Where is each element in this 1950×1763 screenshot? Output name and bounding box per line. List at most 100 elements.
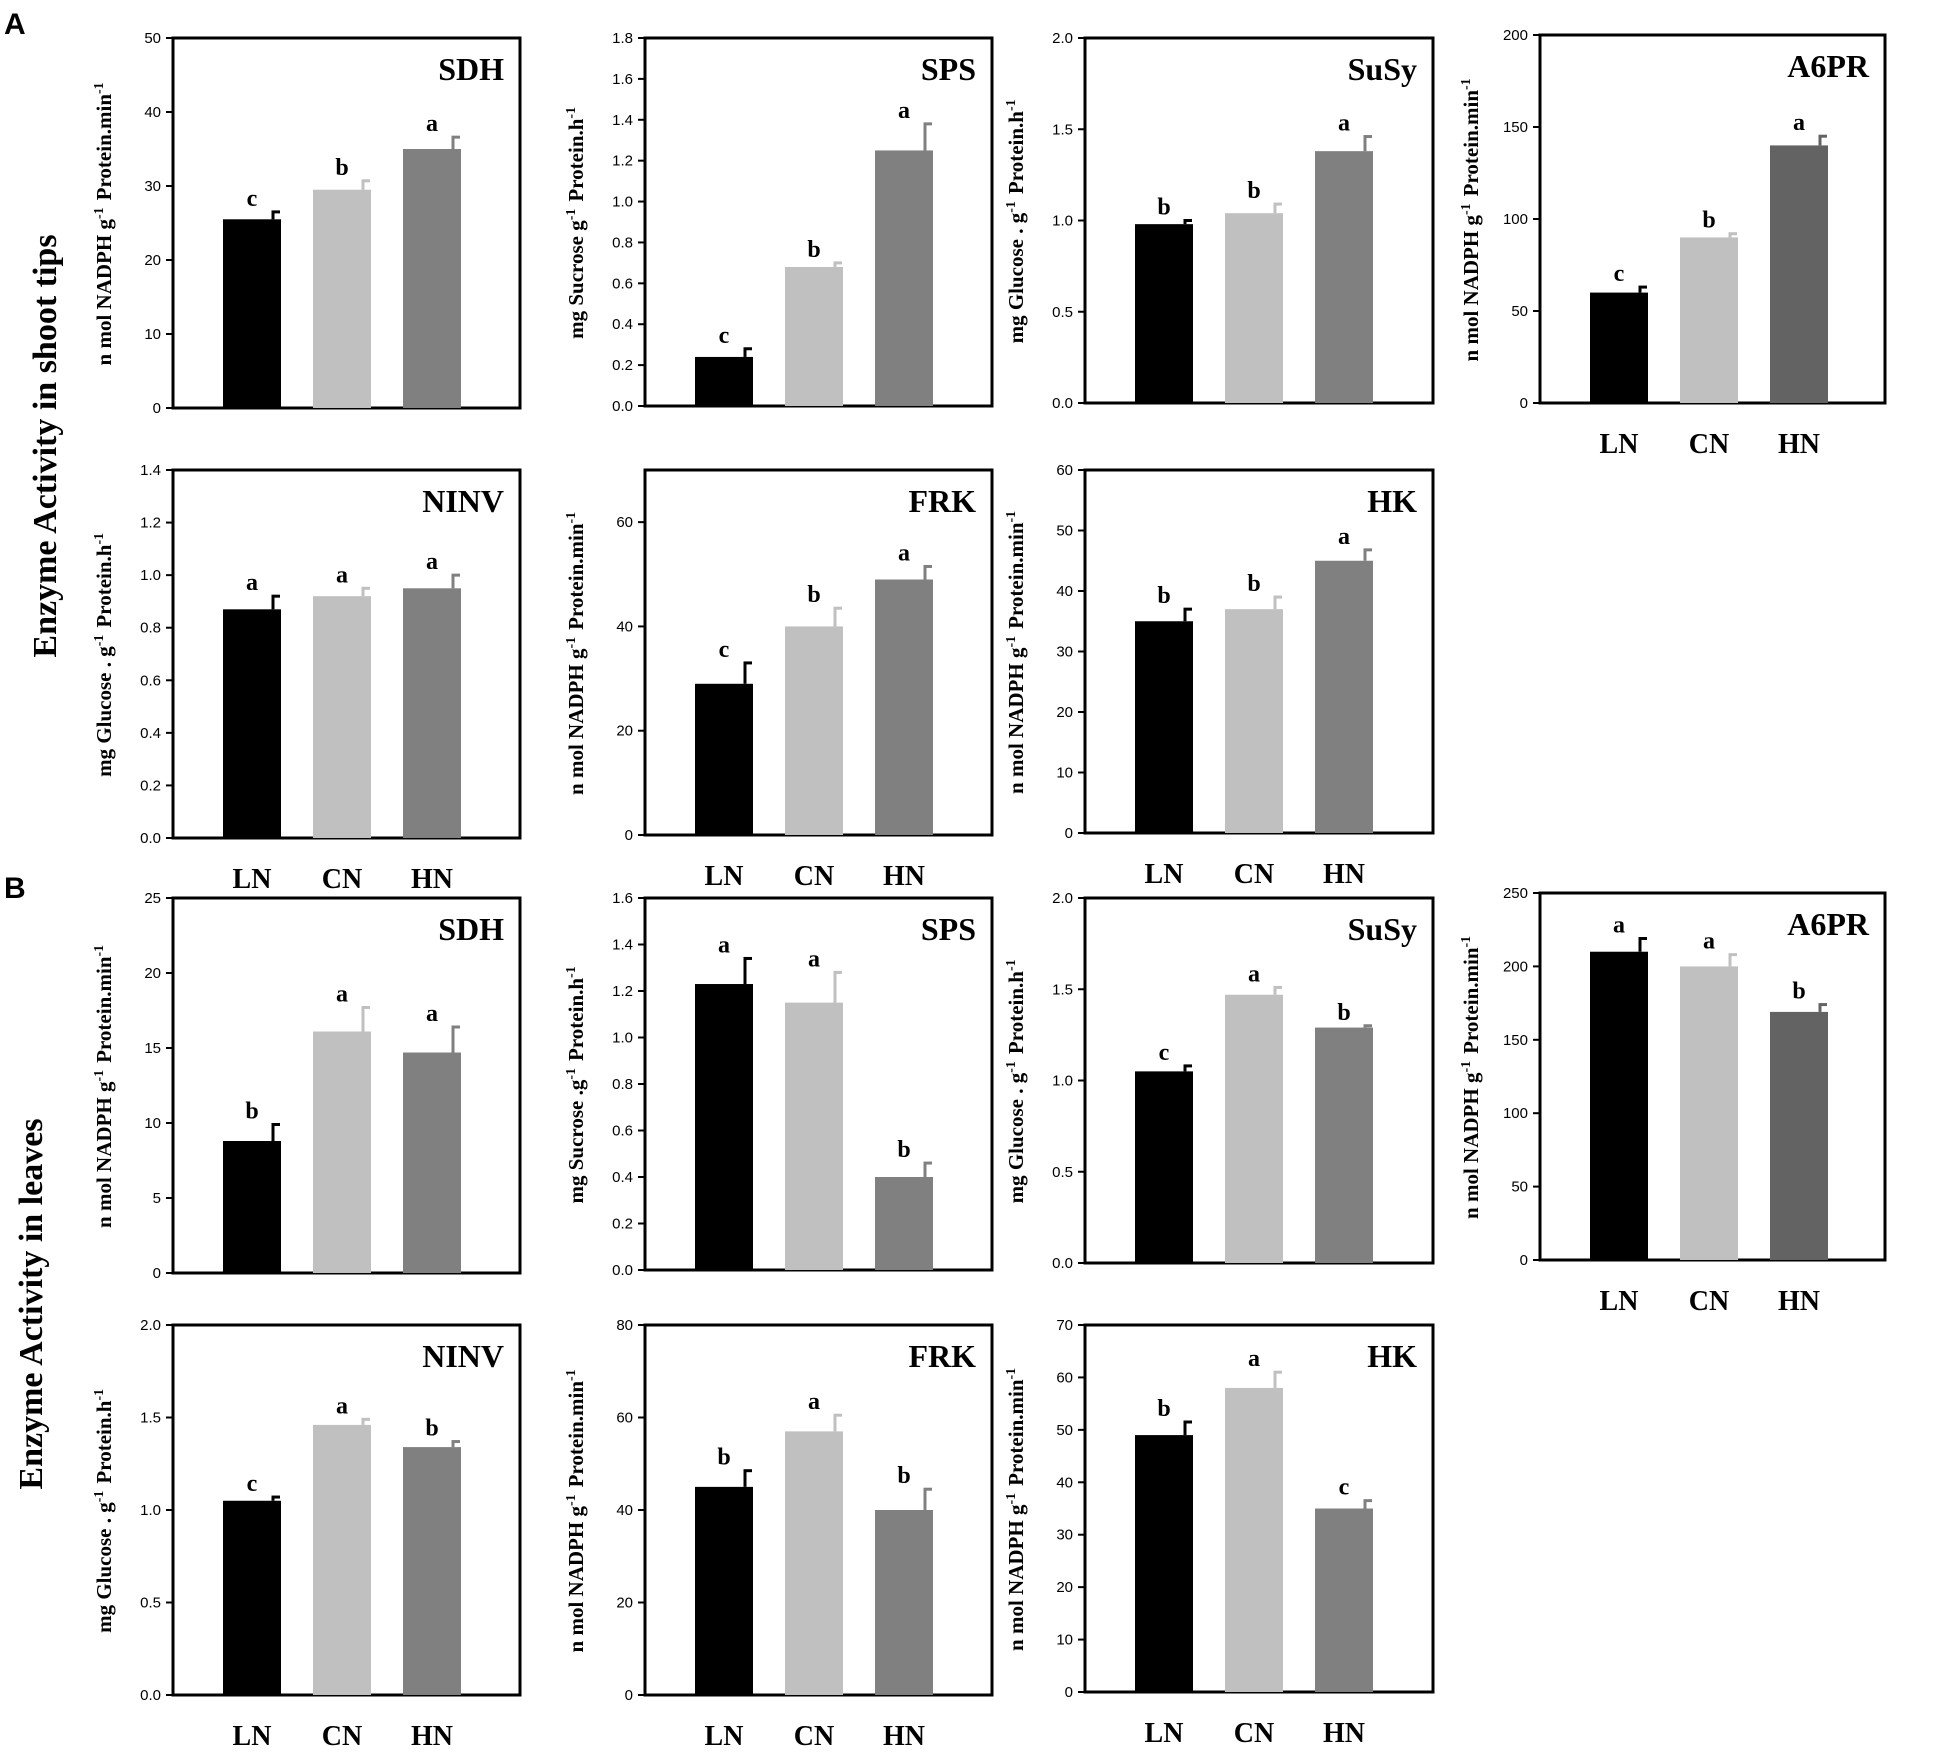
bar-ln (1135, 1435, 1193, 1692)
x-category-label: CN (1689, 429, 1729, 460)
y-tick-label: 10 (1056, 765, 1073, 782)
y-tick-label: 0.6 (140, 672, 161, 689)
bar-ln (1590, 292, 1648, 403)
y-tick-label: 0.0 (612, 398, 633, 415)
chart-b-sdh: 0 5 10 15 20 25 b a a SDH n mol NADPH g-1 Protein.… (92, 890, 522, 1282)
bar-hn (1770, 1011, 1828, 1260)
bar-hn (403, 588, 461, 838)
y-axis-label: n mol NADPH g-1 Protein.min-1 (1459, 934, 1483, 1219)
y-tick-label: 0.4 (140, 725, 161, 742)
y-tick-label: 0.5 (1052, 304, 1073, 321)
y-tick-label: 1.8 (612, 30, 633, 47)
y-tick-label: 50 (1056, 1422, 1073, 1439)
y-tick-label: 40 (616, 1502, 633, 1519)
y-tick-label: 0.4 (612, 1169, 633, 1186)
y-tick-label: 40 (616, 618, 633, 635)
y-tick-label: 20 (1056, 1579, 1073, 1596)
y-tick-label: 60 (1056, 462, 1073, 479)
y-tick-label: 1.2 (612, 983, 633, 1000)
significance-letter: b (897, 1137, 910, 1163)
y-tick-label: 1.4 (140, 462, 161, 479)
bar-cn (1680, 237, 1738, 403)
significance-letter: a (898, 98, 910, 124)
y-tick-label: 0.2 (140, 777, 161, 794)
y-axis-label: mg Sucrose g-1 Protein.h-1 (564, 105, 588, 339)
y-tick-label: 0.0 (1052, 1255, 1073, 1272)
significance-letter: c (719, 637, 730, 663)
x-category-label: HN (1323, 1718, 1365, 1749)
chart-title: HK (1367, 483, 1417, 519)
chart-title: SuSy (1348, 911, 1417, 947)
y-tick-label: 0.2 (612, 1216, 633, 1233)
y-tick-label: 1.4 (612, 937, 633, 954)
bar-cn (1225, 1387, 1283, 1692)
y-tick-label: 1.0 (140, 567, 161, 584)
y-tick-label: 5 (153, 1190, 161, 1207)
y-tick-label: 0 (1065, 825, 1073, 842)
bar-cn (785, 626, 843, 835)
bar-hn (875, 579, 933, 835)
y-tick-label: 15 (144, 1040, 161, 1057)
bar-cn (1680, 966, 1738, 1260)
significance-letter: b (1702, 208, 1715, 234)
x-category-label: LN (233, 1721, 272, 1752)
bar-cn (313, 189, 371, 408)
y-tick-label: 2.0 (1052, 890, 1073, 907)
y-tick-label: 0 (1520, 395, 1528, 412)
bar-cn (785, 266, 843, 406)
x-category-label: LN (705, 861, 744, 892)
significance-letter: b (245, 1099, 258, 1125)
bar-ln (223, 219, 281, 408)
significance-letter: c (247, 1471, 258, 1497)
y-tick-label: 1.0 (612, 194, 633, 211)
panel-letter-b: B (4, 872, 26, 905)
bar-hn (403, 1052, 461, 1273)
significance-letter: c (247, 186, 258, 212)
chart-a-ninv: 0.0 0.2 0.4 0.6 0.8 1.0 1.2 1.4 a LN a CN a HN NINV mg … (92, 462, 522, 895)
significance-letter: a (808, 946, 820, 972)
y-tick-label: 1.5 (1052, 981, 1073, 998)
y-tick-label: 0.8 (612, 234, 633, 251)
x-category-label: HN (1323, 859, 1365, 890)
y-tick-label: 70 (1056, 1317, 1073, 1334)
chart-title: A6PR (1787, 906, 1870, 942)
y-tick-label: 50 (1511, 1179, 1528, 1196)
x-category-label: CN (1689, 1286, 1729, 1317)
x-category-label: CN (1234, 1718, 1274, 1749)
y-tick-label: 25 (144, 890, 161, 907)
significance-letter: a (1703, 929, 1715, 955)
bar-ln (695, 1486, 753, 1695)
y-tick-label: 0 (153, 400, 161, 417)
chart-title: SPS (921, 51, 976, 87)
significance-letter: c (1614, 261, 1625, 287)
significance-letter: a (426, 111, 438, 137)
chart-b-sps: 0.0 0.2 0.4 0.6 0.8 1.0 1.2 1.4 1.6 a a b SPS mg Sucr… (564, 890, 994, 1279)
y-tick-label: 20 (1056, 704, 1073, 721)
chart-a-sps: 0.0 0.2 0.4 0.6 0.8 1.0 1.2 1.4 1.6 1.8 c b a SPS mg S… (564, 30, 994, 415)
y-tick-label: 100 (1503, 211, 1528, 228)
chart-title: SPS (921, 911, 976, 947)
y-tick-label: 60 (616, 514, 633, 531)
bar-ln (695, 683, 753, 835)
y-tick-label: 1.2 (612, 153, 633, 170)
significance-letter: b (1157, 583, 1170, 609)
y-tick-label: 0.0 (1052, 395, 1073, 412)
y-tick-label: 1.0 (1052, 1073, 1073, 1090)
significance-letter: a (1793, 110, 1805, 136)
chart-title: SDH (438, 51, 504, 87)
y-tick-label: 60 (616, 1410, 633, 1427)
bar-cn (1225, 994, 1283, 1263)
y-tick-label: 50 (144, 30, 161, 47)
y-tick-label: 30 (1056, 1527, 1073, 1544)
bar-ln (695, 356, 753, 406)
y-tick-label: 1.0 (1052, 213, 1073, 230)
significance-letter: a (718, 932, 730, 958)
bar-ln (1135, 224, 1193, 403)
bar-ln (223, 609, 281, 838)
y-tick-label: 0.6 (612, 275, 633, 292)
y-tick-label: 20 (144, 965, 161, 982)
y-tick-label: 2.0 (1052, 30, 1073, 47)
significance-letter: a (336, 562, 348, 588)
